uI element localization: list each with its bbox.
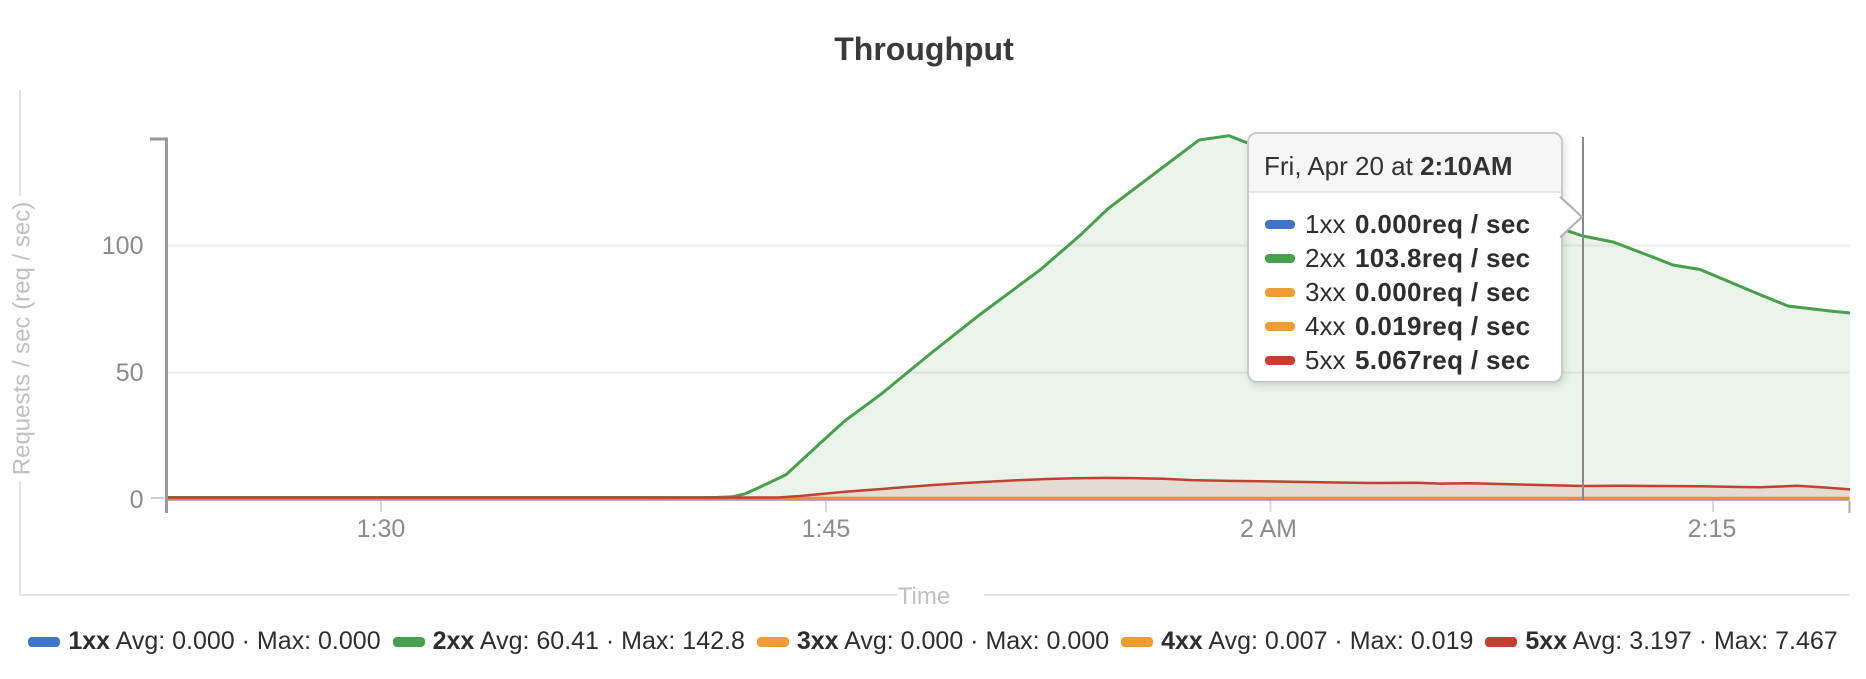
svg-text:2:15: 2:15 [1688,515,1737,543]
svg-text:2 AM: 2 AM [1240,515,1297,543]
svg-text:Requests / sec (req / sec): Requests / sec (req / sec) [9,202,36,475]
svg-text:50: 50 [116,359,144,387]
svg-text:0: 0 [130,486,144,514]
svg-text:Time: Time [898,583,950,610]
svg-text:100: 100 [102,232,144,260]
svg-text:1:45: 1:45 [802,515,851,543]
svg-text:1:30: 1:30 [357,515,406,543]
